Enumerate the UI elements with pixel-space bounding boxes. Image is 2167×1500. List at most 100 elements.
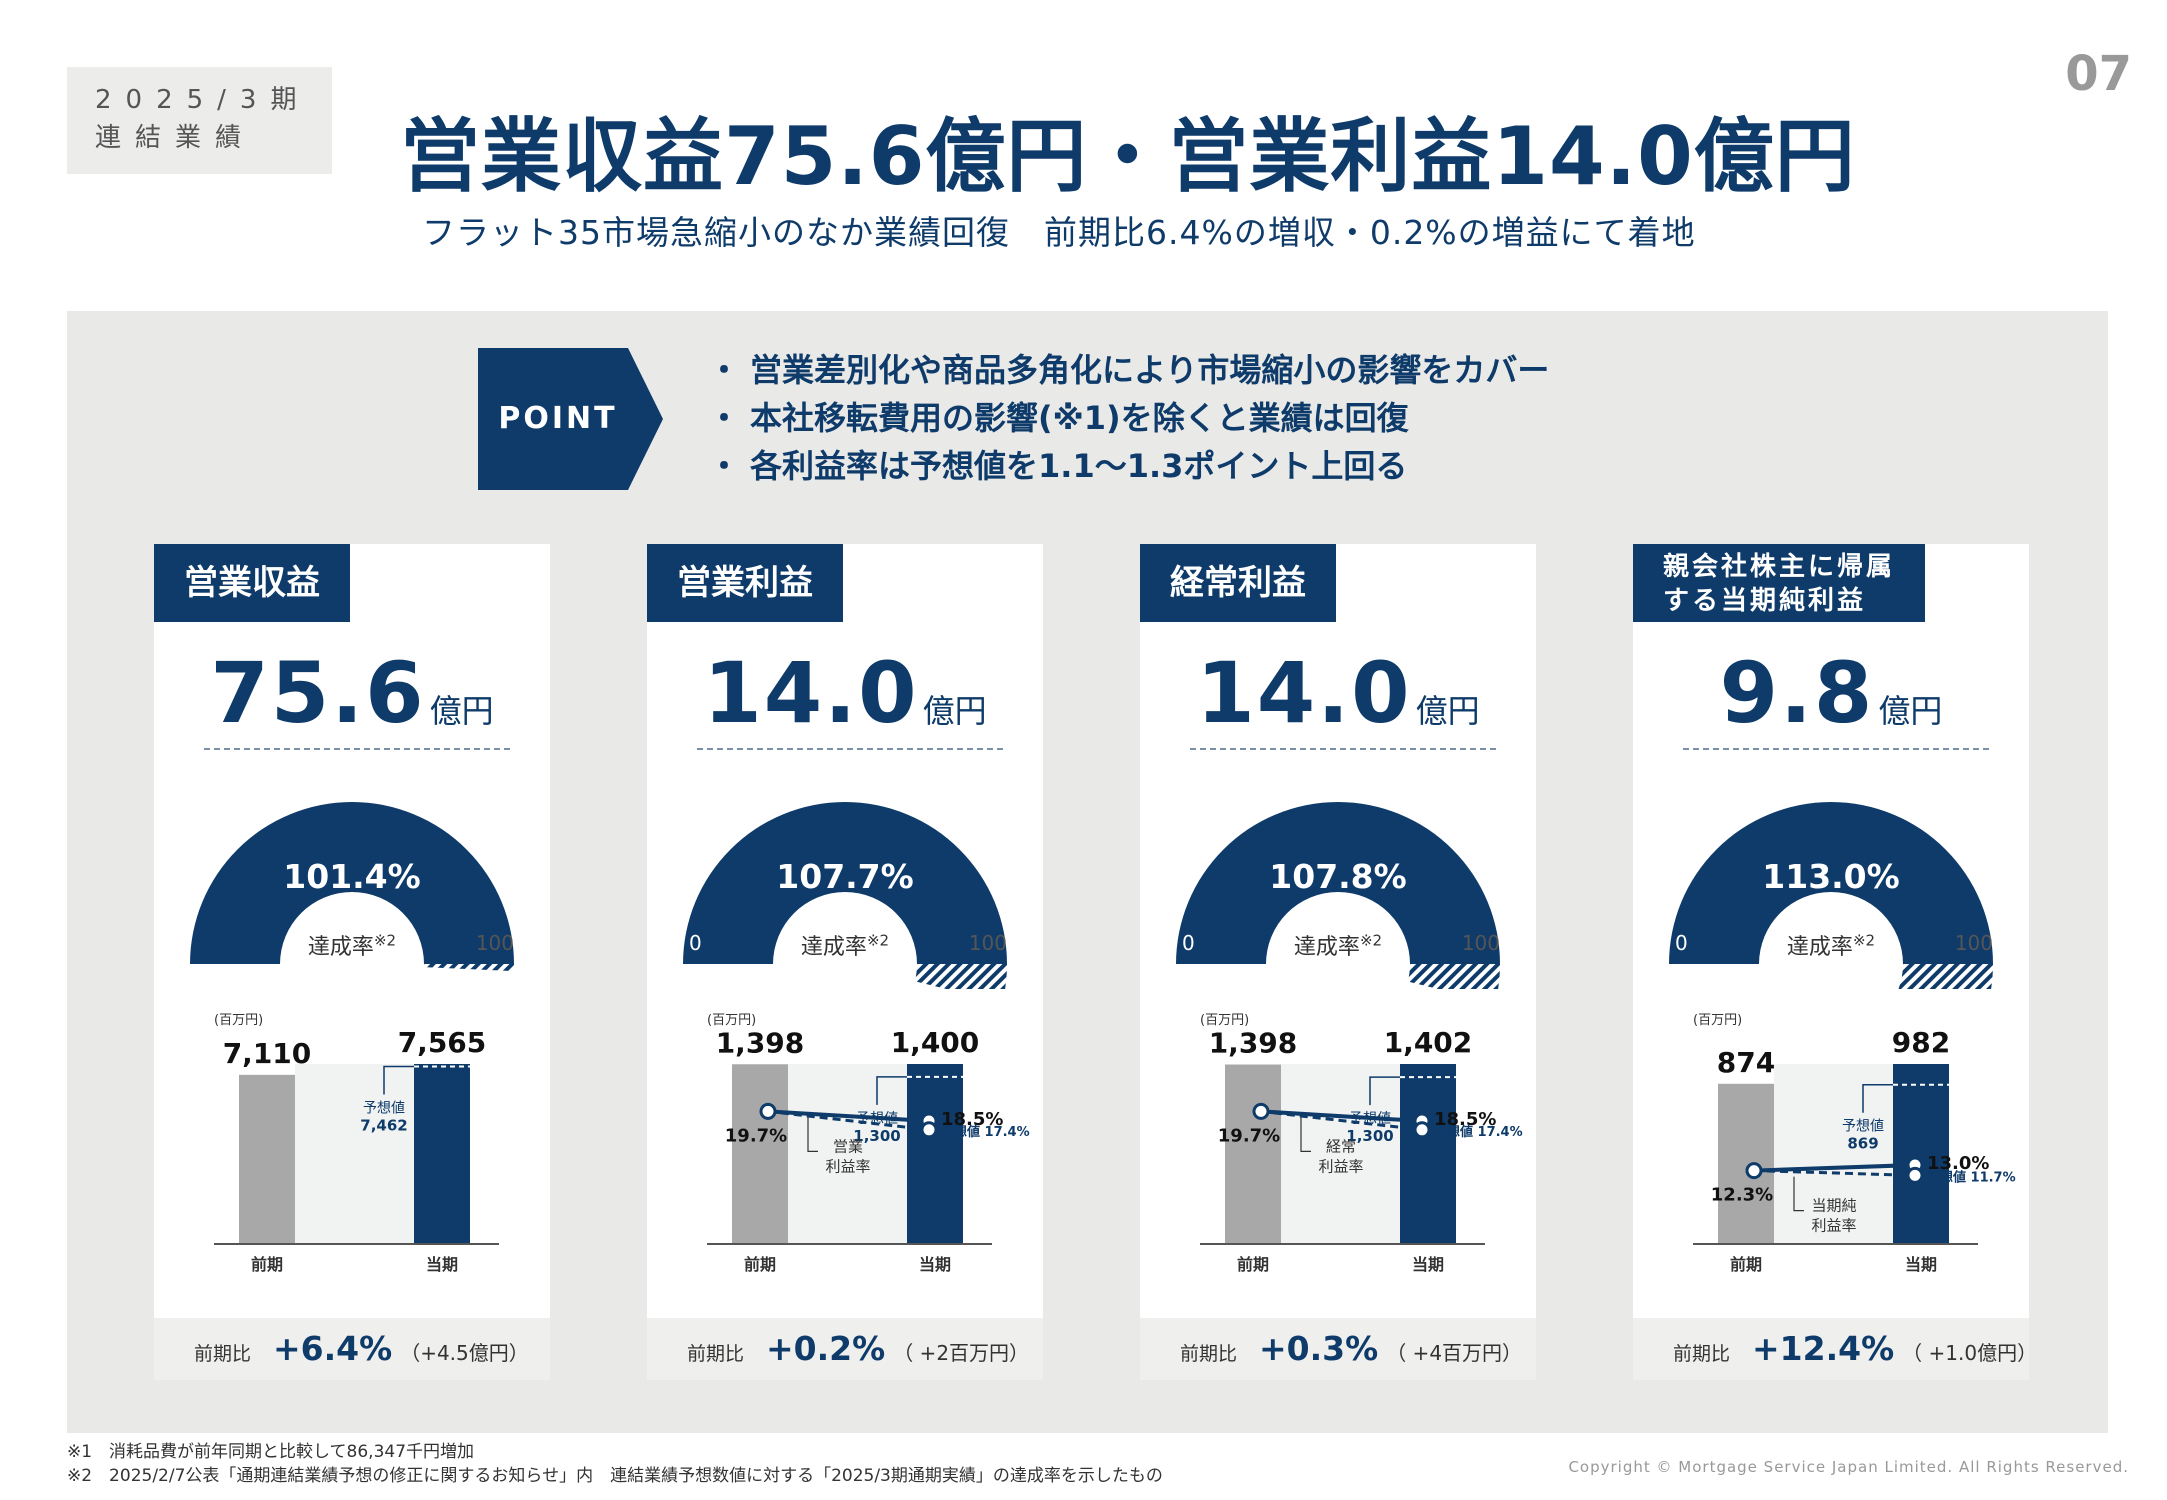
card-big-value: 14.0 億円 — [647, 644, 1043, 742]
point-badge: POINT — [478, 348, 668, 490]
card-big-value: 9.8 億円 — [1633, 644, 2029, 742]
divider — [697, 748, 1003, 750]
card-title-line2: する当期純利益 — [1663, 586, 1867, 616]
rate-label-previous: 19.7% — [1218, 1125, 1280, 1146]
gauge-percent: 113.0% — [1762, 857, 1900, 896]
card-value: 14.0 — [1196, 644, 1412, 742]
bar-value-previous: 1,398 — [1209, 1027, 1298, 1060]
bar-chart-svg: (百万円)1,3981,402前期当期予想値1,30019.7%18.5%予想値… — [1200, 1013, 1523, 1274]
bar-chart: (百万円)1,3981,402前期当期予想値1,30019.7%18.5%予想値… — [1140, 1004, 1536, 1294]
rate-point-forecast — [1906, 1166, 1924, 1184]
rate-line — [767, 1109, 930, 1123]
gauge-label: 達成率※2 — [184, 929, 520, 961]
rate-name-line2: 利益率 — [825, 1157, 870, 1175]
card-title: 親会社株主に帰属 する当期純利益 — [1633, 544, 1926, 622]
chart-unit-label: (百万円) — [707, 1013, 756, 1028]
x-label-previous: 前期 — [744, 1255, 776, 1274]
gauge-label: 達成率※2 — [677, 929, 1013, 961]
x-label-previous: 前期 — [1237, 1255, 1269, 1274]
rate-name-line1: 当期純 — [1811, 1197, 1856, 1215]
rate-label-current: 13.0% — [1927, 1153, 1989, 1174]
gauge-zero: 0 — [1182, 931, 1195, 955]
page-number: 07 — [2065, 46, 2132, 102]
rate-line — [1753, 1163, 1916, 1173]
achievement-gauge: 101.4% 達成率※2 100 — [184, 769, 520, 989]
bar-value-current: 982 — [1892, 1026, 1950, 1059]
point-badge-label: POINT — [498, 401, 618, 436]
gauge-overflow — [423, 964, 514, 972]
card-net-income: 親会社株主に帰属 する当期純利益 9.8 億円 113.0% 0 達成率※2 10… — [1633, 544, 2037, 1380]
x-label-current: 当期 — [426, 1255, 458, 1274]
bar-previous — [239, 1074, 295, 1244]
gauge-label: 達成率※2 — [1663, 929, 1999, 961]
rate-name-line2: 利益率 — [1811, 1217, 1856, 1235]
yoy-sub: （ +4百万円） — [1386, 1341, 1523, 1365]
footnotes: ※1 消耗品費が前年同期と比較して86,347千円増加 ※2 2025/2/7公… — [67, 1440, 1163, 1488]
gauge-arc — [1176, 802, 1500, 964]
period-tag-line2: 連結業績 — [95, 123, 256, 153]
footnote-1: ※1 消耗品費が前年同期と比較して86,347千円増加 — [67, 1442, 475, 1462]
bar-chart-svg: (百万円)1,3981,400前期当期予想値1,30019.7%18.5%予想値… — [707, 1013, 1030, 1274]
gauge-hundred: 100 — [1461, 931, 1500, 955]
rate-label-previous: 12.3% — [1711, 1185, 1773, 1206]
bar-value-current: 1,400 — [891, 1026, 980, 1059]
card-unit: 億円 — [1878, 692, 1943, 730]
bar-chart: (百万円) 7,110 7,565 前期 当期 予想値 7,462 — [154, 1004, 550, 1294]
rate-point-previous — [1252, 1102, 1270, 1120]
card-title-line1: 親会社株主に帰属 — [1663, 552, 1896, 582]
divider — [1190, 748, 1496, 750]
gauge-label: 達成率※2 — [1170, 929, 1506, 961]
yoy-footer: 前期比 +0.3% （ +4百万円） — [1140, 1318, 1536, 1380]
card-big-value: 14.0 億円 — [1140, 644, 1536, 742]
yoy-label: 前期比 — [1673, 1343, 1731, 1365]
rate-label-current: 18.5% — [1434, 1109, 1496, 1130]
gauge-percent: 107.8% — [1269, 857, 1407, 896]
bar-value-current: 1,402 — [1384, 1026, 1473, 1059]
point-list: 営業差別化や商品多角化により市場縮小の影響をカバー 本社移転費用の影響(※1)を… — [708, 346, 1549, 490]
rate-point-forecast — [920, 1121, 938, 1139]
rate-label-connector — [807, 1117, 818, 1152]
yoy-footer: 前期比 +12.4% （ +1.0億円） — [1633, 1318, 2037, 1380]
forecast-connector — [383, 1065, 414, 1095]
yoy-sub: （ +1.0億円） — [1902, 1341, 2038, 1365]
divider — [1683, 748, 1989, 750]
gauge-overflow — [914, 964, 1007, 1003]
period-tag: 2025/3期 連結業績 — [67, 67, 332, 174]
card-operating-revenue: 営業収益 75.6 億円 101.4% 達成率※2 100 (百万円) 7,110 7… — [154, 544, 550, 1380]
forecast-value: 869 — [1847, 1135, 1878, 1153]
chart-band — [1774, 1064, 1893, 1244]
rate-point-previous — [1745, 1162, 1763, 1180]
gauge-note: ※2 — [866, 931, 890, 950]
yoy-label: 前期比 — [194, 1343, 252, 1365]
yoy-value: +0.3% — [1259, 1329, 1379, 1368]
x-label-current: 当期 — [1905, 1255, 1937, 1274]
rate-label-connector — [1793, 1176, 1804, 1212]
bar-value-previous: 1,398 — [716, 1026, 805, 1059]
rate-point-forecast — [1413, 1121, 1431, 1139]
card-operating-profit: 営業利益 14.0 億円 107.7% 0 達成率※2 100 (百万円) 1,39… — [647, 544, 1043, 1380]
card-ordinary-profit: 経常利益 14.0 億円 107.8% 0 達成率※2 100 (百万円) 1,39… — [1140, 544, 1536, 1380]
rate-name-line2: 利益率 — [1318, 1157, 1363, 1175]
gauge-hundred: 100 — [475, 931, 514, 955]
gauge-percent: 107.7% — [776, 857, 914, 896]
bar-value-current: 7,565 — [398, 1026, 487, 1059]
rate-point-previous — [759, 1102, 777, 1120]
rate-forecast-label: 予想値 17.4% — [1434, 1124, 1523, 1140]
rate-forecast-label: 予想値 17.4% — [941, 1124, 1030, 1140]
gauge-note: ※2 — [1852, 931, 1876, 950]
gauge-arc — [190, 802, 514, 964]
rate-name-line1: 営業 — [833, 1137, 863, 1155]
gauge-label-text: 達成率 — [1293, 935, 1360, 960]
yoy-value: +6.4% — [273, 1329, 393, 1368]
chart-band — [295, 1064, 414, 1244]
card-title: 営業利益 — [647, 544, 843, 622]
yoy-sub: （ +2百万円） — [893, 1341, 1030, 1365]
card-unit: 億円 — [922, 692, 987, 730]
forecast-connector — [876, 1076, 907, 1105]
x-label-current: 当期 — [919, 1255, 951, 1274]
achievement-gauge: 113.0% 0 達成率※2 100 — [1663, 769, 1999, 1029]
gauge-zero: 0 — [1675, 931, 1688, 955]
card-unit: 億円 — [1415, 692, 1480, 730]
forecast-label: 予想値 — [363, 1100, 405, 1116]
bar-current — [907, 1064, 963, 1244]
